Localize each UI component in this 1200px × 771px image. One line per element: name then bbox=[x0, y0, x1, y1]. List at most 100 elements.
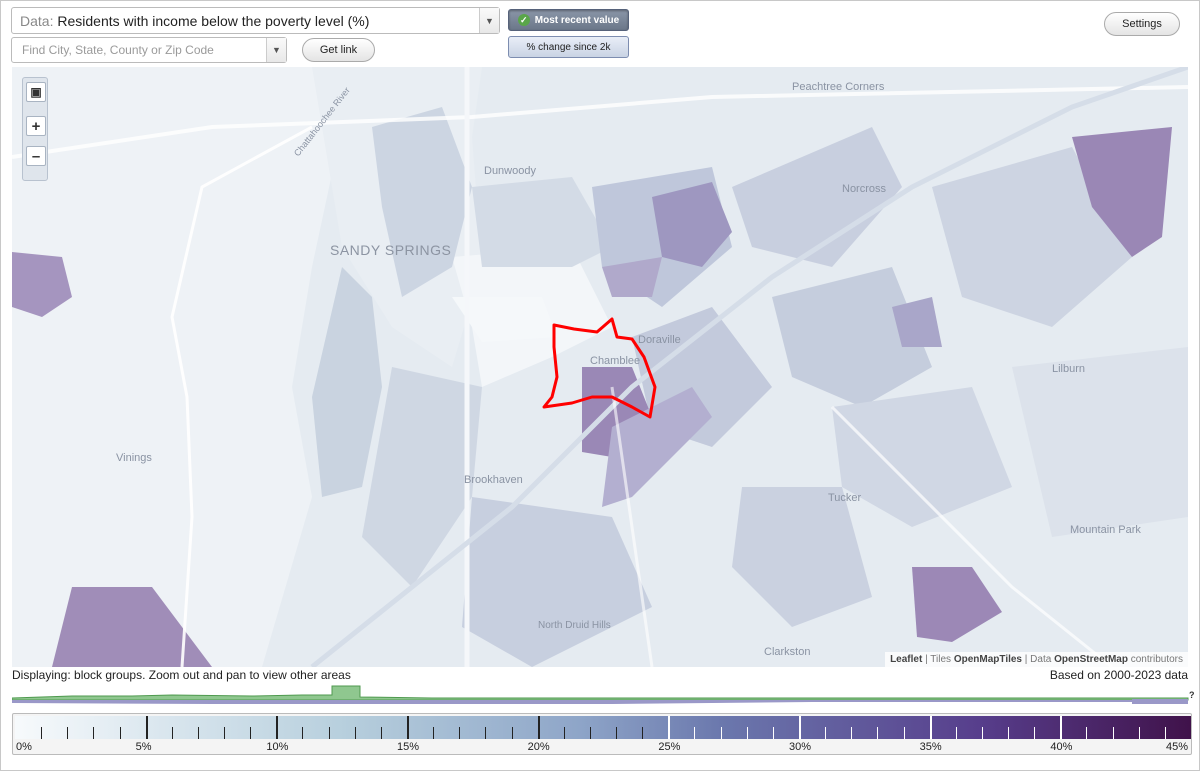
change-since-toggle[interactable]: % change since 2k bbox=[508, 36, 629, 58]
selected-city-outline bbox=[542, 317, 657, 419]
map-label-doraville: Doraville bbox=[638, 334, 681, 346]
legend-tick bbox=[1164, 727, 1166, 739]
legend-tick bbox=[224, 727, 226, 739]
legend-tick bbox=[851, 727, 853, 739]
leaflet-link[interactable]: Leaflet bbox=[890, 654, 923, 665]
histogram-purple-tail bbox=[1132, 699, 1188, 704]
legend-label: 20% bbox=[527, 741, 550, 753]
legend-label: 45% bbox=[1165, 741, 1188, 753]
legend-gradient bbox=[15, 716, 1191, 739]
map-label-sandy-springs: SANDY SPRINGS bbox=[330, 242, 452, 258]
zoom-out-button[interactable]: – bbox=[26, 146, 46, 166]
displaying-note: Displaying: block groups. Zoom out and p… bbox=[12, 668, 351, 682]
legend-tick bbox=[981, 727, 983, 739]
legend-label: 15% bbox=[397, 741, 420, 753]
zoom-control: ▣ + – bbox=[22, 77, 48, 181]
road bbox=[12, 85, 1188, 159]
blockgroup bbox=[832, 387, 1012, 527]
attribution-tiles-prefix: Tiles bbox=[930, 654, 952, 665]
map-attribution: Leaflet | Tiles OpenMapTiles | Data Open… bbox=[885, 652, 1188, 667]
blockgroup-high bbox=[602, 257, 662, 297]
fullscreen-icon[interactable]: ▣ bbox=[26, 82, 46, 102]
get-link-button[interactable]: Get link bbox=[302, 38, 375, 62]
legend-tick bbox=[903, 727, 905, 739]
map-label-mountain-park: Mountain Park bbox=[1070, 524, 1141, 536]
data-select[interactable]: Data: Residents with income below the po… bbox=[11, 7, 500, 34]
legend-tick bbox=[302, 727, 304, 739]
legend-tick bbox=[1008, 727, 1010, 739]
legend-tick bbox=[668, 716, 671, 739]
legend-tick bbox=[433, 727, 435, 739]
legend-tick bbox=[1034, 727, 1036, 739]
map-label-tucker: Tucker bbox=[828, 492, 862, 504]
legend-label: 35% bbox=[919, 741, 942, 753]
legend-tick bbox=[694, 727, 696, 739]
legend-tick bbox=[93, 727, 95, 739]
blockgroup-high bbox=[602, 387, 712, 507]
zoom-in-button[interactable]: + bbox=[26, 116, 46, 136]
blockgroup bbox=[772, 267, 932, 407]
chevron-down-icon[interactable]: ▼ bbox=[479, 8, 499, 33]
legend-tick bbox=[250, 727, 252, 739]
blockgroup bbox=[1012, 347, 1188, 537]
legend-tick bbox=[276, 716, 279, 739]
location-search-input[interactable] bbox=[20, 39, 270, 61]
legend-tick bbox=[616, 727, 618, 739]
map-label-clarkston: Clarkston bbox=[764, 646, 811, 658]
legend-tick bbox=[563, 727, 565, 739]
blockgroup bbox=[732, 487, 872, 627]
data-years-note: Based on 2000-2023 data bbox=[1049, 668, 1188, 682]
blockgroup-high bbox=[652, 182, 732, 267]
map-label-lilburn: Lilburn bbox=[1052, 363, 1086, 375]
legend-label: 10% bbox=[266, 741, 289, 753]
histogram-purple bbox=[12, 700, 1188, 704]
openmaptiles-link[interactable]: OpenMapTiles bbox=[953, 654, 1022, 665]
map-label-vinings: Vinings bbox=[116, 452, 152, 464]
blockgroup bbox=[462, 497, 652, 667]
legend-tick bbox=[746, 727, 748, 739]
blockgroup-high bbox=[12, 252, 72, 317]
attribution-suffix: contributors bbox=[1130, 654, 1183, 665]
road bbox=[830, 405, 1113, 667]
legend-tick bbox=[720, 727, 722, 739]
blockgroup-high bbox=[52, 587, 212, 667]
most-recent-toggle[interactable]: ✓ Most recent value bbox=[508, 9, 629, 31]
chevron-down-icon[interactable]: ▼ bbox=[266, 38, 286, 62]
map-view[interactable]: ▣ + – Peachtree Corners Dunwoody Norcros… bbox=[12, 67, 1188, 667]
legend-tick bbox=[1138, 727, 1140, 739]
map-label-dunwoody: Dunwoody bbox=[484, 165, 536, 177]
openstreetmap-link[interactable]: OpenStreetMap bbox=[1054, 654, 1128, 665]
legend-tick bbox=[825, 727, 827, 739]
check-icon: ✓ bbox=[517, 14, 530, 26]
blockgroup bbox=[372, 107, 472, 297]
value-histogram bbox=[12, 685, 1189, 704]
legend-tick bbox=[145, 716, 148, 739]
map-canvas bbox=[12, 67, 1188, 667]
blockgroup bbox=[472, 177, 612, 267]
legend-tick bbox=[642, 727, 644, 739]
color-legend: 0% 5% 10% 15% 20% 25% 30% 35% 40% 45% bbox=[12, 713, 1192, 755]
legend-tick bbox=[877, 727, 879, 739]
blockgroup bbox=[312, 267, 382, 497]
histogram-green bbox=[12, 685, 1189, 701]
legend-tick bbox=[955, 727, 957, 739]
chattahoochee-river bbox=[170, 125, 313, 667]
legend-label: 5% bbox=[135, 741, 152, 753]
map-label-chamblee: Chamblee bbox=[590, 355, 641, 367]
legend-tick bbox=[1060, 716, 1063, 739]
map-label-norcross: Norcross bbox=[842, 183, 887, 195]
legend-tick bbox=[537, 716, 540, 739]
map-label-brookhaven: Brookhaven bbox=[464, 474, 523, 486]
legend-tick bbox=[197, 727, 199, 739]
help-icon[interactable]: ? bbox=[1189, 690, 1195, 700]
legend-label: 0% bbox=[16, 741, 32, 753]
location-search[interactable]: ▼ bbox=[11, 37, 287, 63]
legend-tick bbox=[589, 727, 591, 739]
blockgroup-high bbox=[892, 297, 942, 347]
blockgroup-high bbox=[912, 567, 1002, 642]
settings-button[interactable]: Settings bbox=[1104, 12, 1180, 36]
blockgroup-low bbox=[452, 297, 557, 342]
legend-tick bbox=[929, 716, 932, 739]
legend-label: 30% bbox=[789, 741, 812, 753]
legend-label: 40% bbox=[1050, 741, 1073, 753]
